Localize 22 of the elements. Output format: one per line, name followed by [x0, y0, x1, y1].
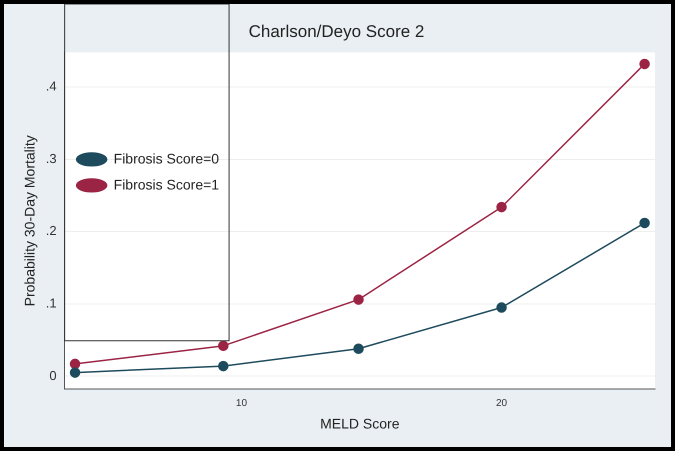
x-tick-label: 20	[496, 398, 508, 409]
legend-label: Fibrosis Score=1	[114, 176, 220, 192]
legend-label: Fibrosis Score=0	[114, 150, 220, 166]
y-tick-label: .1	[46, 295, 57, 310]
point	[496, 302, 507, 313]
y-tick-label: .4	[46, 78, 57, 94]
point	[639, 218, 650, 228]
y-tick-label: 0	[49, 368, 57, 383]
chart-title: Charlson/Deyo Score 2	[248, 22, 424, 41]
point	[353, 294, 364, 305]
point	[353, 343, 364, 354]
point	[496, 202, 507, 212]
x-tick-label: 10	[236, 398, 248, 409]
y-axis-title: Probability 30-Day Mortality	[21, 135, 38, 306]
x-axis-title: MELD Score	[320, 415, 400, 432]
y-tick-label: .3	[46, 150, 57, 166]
point	[639, 58, 650, 70]
point	[218, 360, 229, 372]
point	[218, 340, 229, 352]
point	[70, 367, 80, 378]
y-tick-label: .2	[46, 223, 57, 238]
point	[70, 358, 80, 370]
